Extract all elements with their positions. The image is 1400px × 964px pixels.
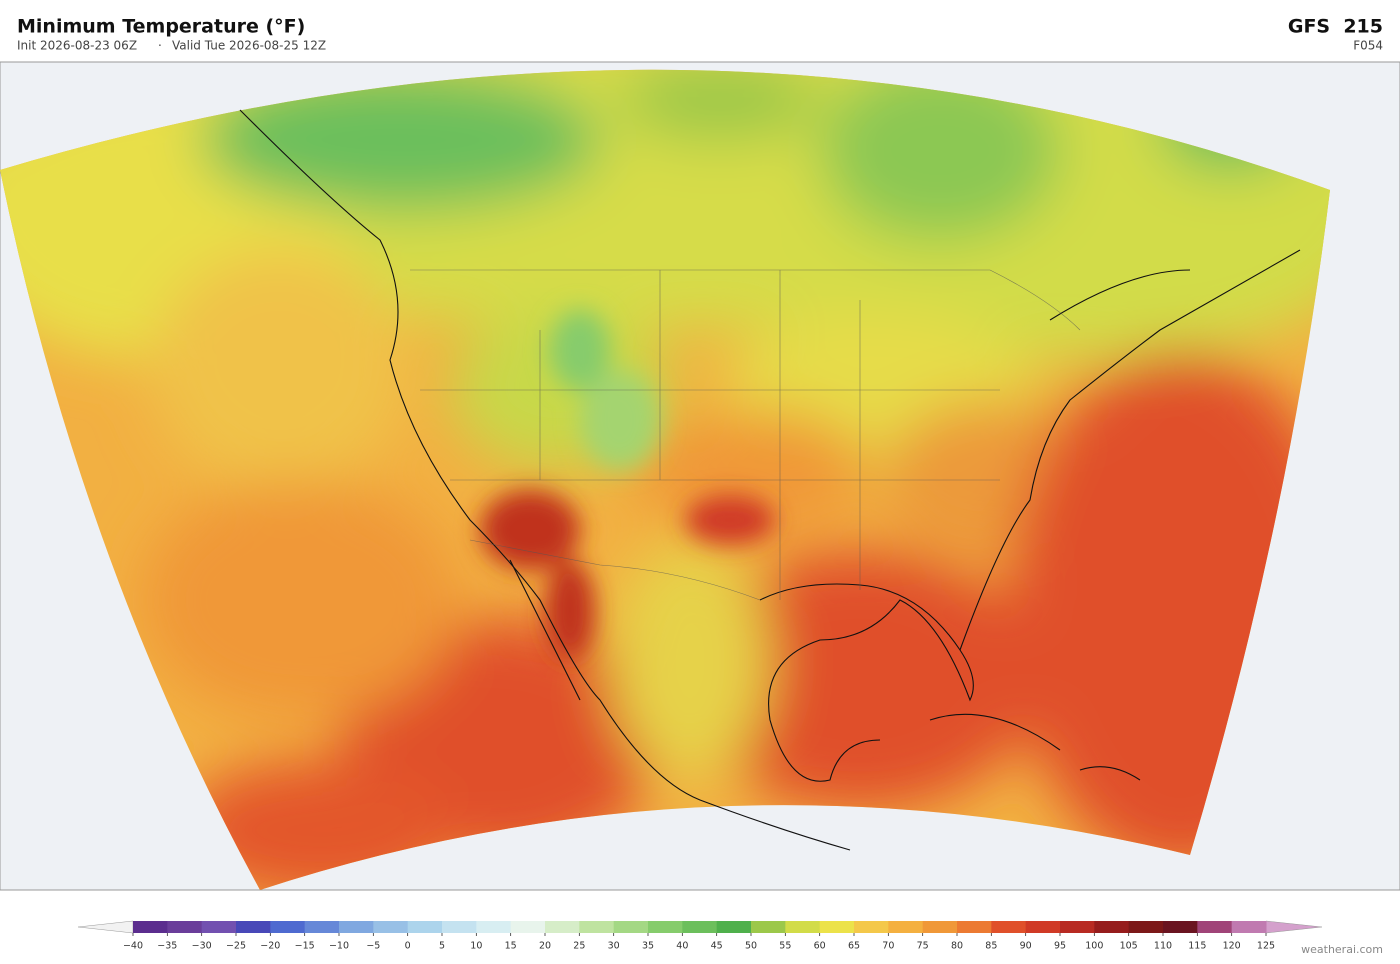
colorbar-segment (304, 921, 340, 933)
colorbar-tick-label: 15 (505, 941, 517, 952)
colorbar-tick-label: 90 (1020, 941, 1032, 952)
borders (410, 269, 1081, 601)
temperature-field (0, 69, 1330, 891)
colorbar-tick-label: 5 (439, 941, 445, 952)
credit: weatherai.com (1301, 943, 1383, 956)
colorbar-tick-label: −35 (157, 941, 177, 952)
colorbar-tick-label: −10 (329, 941, 349, 952)
colorbar-segment (510, 921, 546, 933)
colorbar-tick-label: 10 (470, 941, 482, 952)
colorbar-segment (613, 921, 649, 933)
colorbar-segment (922, 921, 958, 933)
colorbar: −40 −35 −30 −25 −20 −15 −10 −5 0 5 10 15 20 25 30 35 40 4… (77, 920, 1323, 952)
colorbar-under (77, 920, 134, 934)
colorbar-tick-label: 70 (882, 941, 894, 952)
valid-time: Valid Tue 2026-08-25 12Z (172, 39, 326, 53)
colorbar-tick-label: 60 (814, 941, 826, 952)
colorbar-tick-label: 40 (676, 941, 688, 952)
colorbar-segment (1060, 921, 1095, 933)
colorbar-segment (167, 921, 203, 933)
colorbar-segment (1128, 921, 1164, 933)
coastlines (239, 109, 1301, 851)
colorbar-tick-label: −40 (123, 941, 143, 952)
colorbar-tick-label: −25 (226, 941, 246, 952)
colorbar-segment (682, 921, 718, 933)
colorbar-segment (545, 921, 580, 933)
colorbar-segment (1197, 921, 1233, 933)
colorbar-tick-label: −5 (366, 941, 380, 952)
colorbar-tick-label: 35 (642, 941, 654, 952)
colorbar-tick-label: 55 (779, 941, 791, 952)
colorbar-tick-label: 45 (711, 941, 723, 952)
colorbar-segment (957, 921, 992, 933)
colorbar-over (1265, 920, 1323, 934)
colorbar-segment (407, 921, 443, 933)
model-name: GFS 215 (1288, 16, 1383, 38)
forecast-hour: F054 (1353, 39, 1383, 53)
colorbar-tick-label: 95 (1054, 941, 1066, 952)
colorbar-tick-label: −20 (260, 941, 280, 952)
colorbar-segment (476, 921, 512, 933)
colorbar-tick-label: 110 (1154, 941, 1172, 952)
colorbar-tick-label: 125 (1257, 941, 1275, 952)
colorbar-segment (751, 921, 786, 933)
colorbar-tick-label: 50 (745, 941, 757, 952)
colorbar-tick-label: 75 (917, 941, 929, 952)
title: Minimum Temperature (°F) (17, 16, 305, 38)
colorbar-tick-label: 120 (1223, 941, 1241, 952)
colorbar-tick-label: 65 (848, 941, 860, 952)
map (0, 61, 1400, 891)
colorbar-segment (1094, 921, 1130, 933)
colorbar-segment (716, 921, 752, 933)
colorbar-segment (1163, 921, 1198, 933)
colorbar-tick-label: 85 (985, 941, 997, 952)
colorbar-tick-label: 115 (1188, 941, 1206, 952)
colorbar-segment (1231, 921, 1267, 933)
colorbar-tick-label: 105 (1120, 941, 1138, 952)
colorbar-segment (133, 921, 168, 933)
colorbar-tick-label: 80 (951, 941, 963, 952)
colorbar-segment (854, 921, 889, 933)
colorbar-tick-label: 20 (539, 941, 551, 952)
colorbar-segment (373, 921, 409, 933)
init-time: Init 2026-08-23 06Z (17, 39, 137, 53)
colorbar-segment (1025, 921, 1061, 933)
colorbar-tick-label: −15 (295, 941, 315, 952)
colorbar-segment (339, 921, 374, 933)
colorbar-segment (270, 921, 306, 933)
colorbar-segment (991, 921, 1027, 933)
colorbar-segment (442, 921, 477, 933)
colorbar-tick-label: 25 (573, 941, 585, 952)
colorbar-segment (888, 921, 924, 933)
colorbar-tick-label: 30 (608, 941, 620, 952)
colorbar-tick-label: −30 (192, 941, 212, 952)
colorbar-tick-label: 100 (1085, 941, 1103, 952)
colorbar-segment (201, 921, 237, 933)
colorbar-segment (579, 921, 615, 933)
colorbar-tick-label: 0 (405, 941, 411, 952)
separator: · (158, 39, 162, 53)
colorbar-segment (785, 921, 821, 933)
colorbar-segment (819, 921, 855, 933)
colorbar-segment (648, 921, 683, 933)
colorbar-segment (236, 921, 271, 933)
